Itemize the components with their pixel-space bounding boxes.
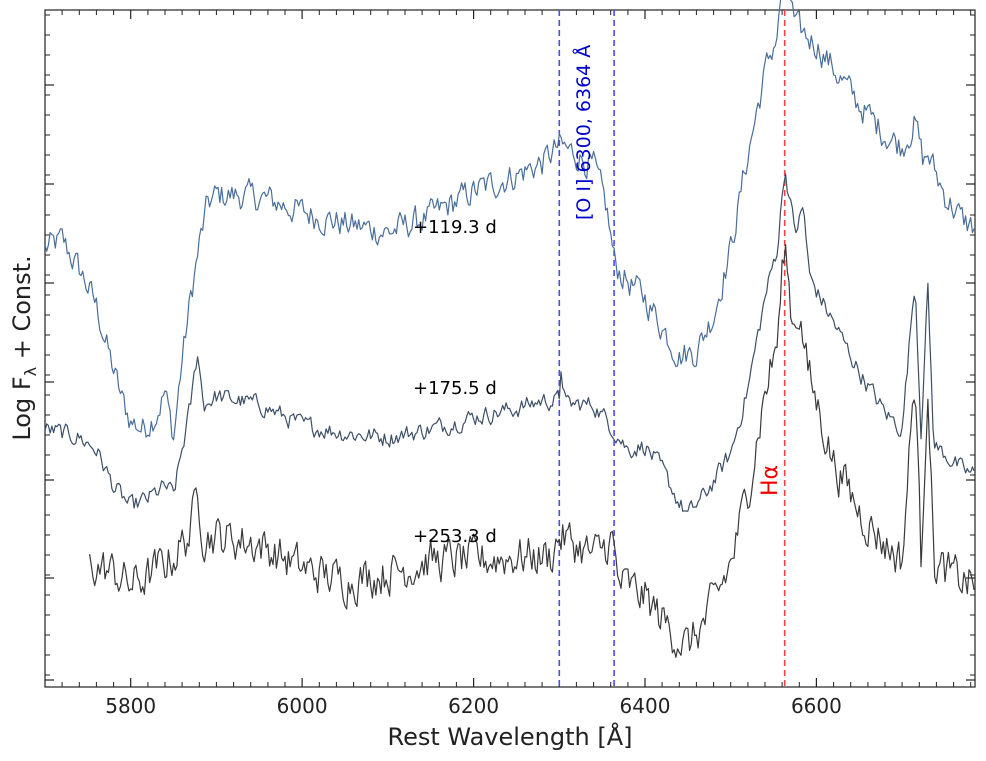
- spectra-series: [44, 0, 975, 658]
- minor-ticks: [44, 10, 975, 687]
- epoch-label-2: +175.5 d: [413, 378, 497, 399]
- epoch-label-3: +253.3 d: [413, 526, 497, 547]
- reference-lines: [558, 10, 786, 687]
- x-tick-label: 5800: [105, 694, 156, 718]
- major-ticks: [45, 10, 975, 687]
- plot-frame: [44, 9, 976, 688]
- x-axis-title: Rest Wavelength [Å]: [387, 722, 632, 751]
- spectrum-series-3: [89, 244, 975, 658]
- x-tick-label: 6400: [620, 694, 671, 718]
- x-tick-label: 6600: [791, 694, 842, 718]
- epoch-label-1: +119.3 d: [413, 217, 497, 238]
- y-axis-title-sub: λ: [21, 367, 40, 376]
- spectrum-series-2: [44, 173, 975, 512]
- spectrum-series-1: [44, 0, 975, 441]
- x-tick-labels: 5800 6000 6200 6400 6600: [105, 694, 842, 718]
- x-tick-label: 6000: [277, 694, 328, 718]
- halpha-line-label: Hα: [758, 465, 783, 496]
- y-axis-title: Log Fλ + Const.: [8, 255, 40, 440]
- y-axis-title-tail: + Const.: [8, 255, 36, 367]
- x-tick-label: 6200: [448, 694, 499, 718]
- oi-line-label: [O I] 6300, 6364 Å: [572, 45, 595, 220]
- y-axis-title-main: Log F: [8, 376, 36, 440]
